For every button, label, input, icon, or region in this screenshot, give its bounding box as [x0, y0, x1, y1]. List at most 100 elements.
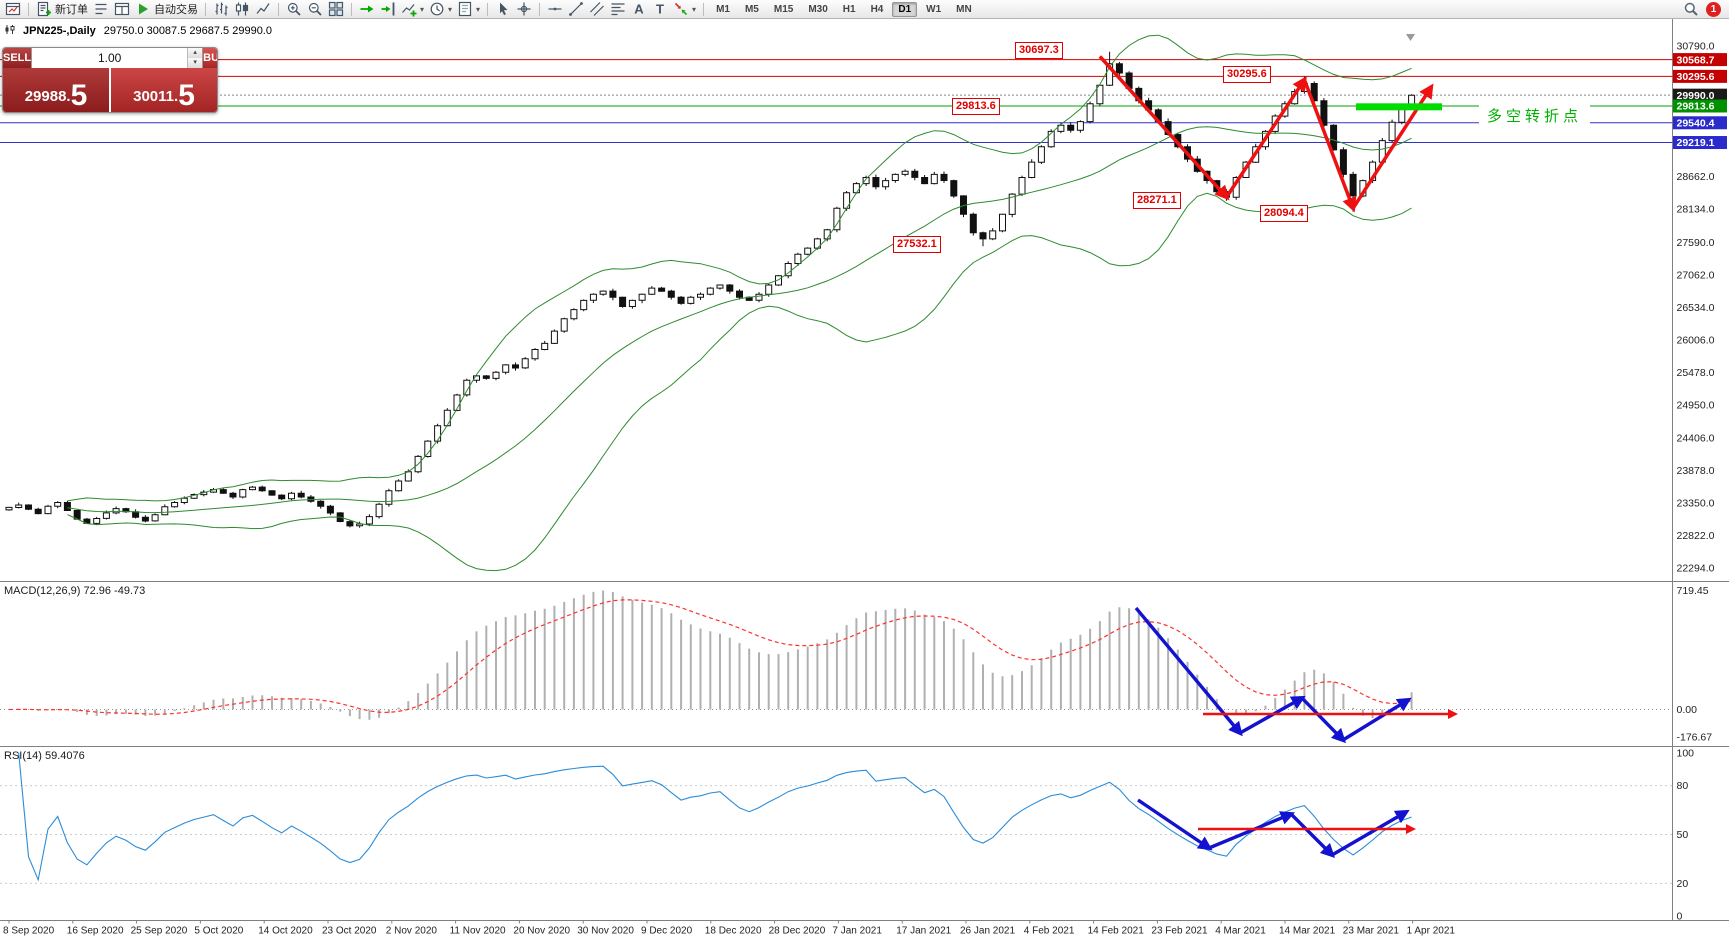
toolbar-separator [205, 2, 206, 16]
zoom-out-icon[interactable] [305, 1, 325, 18]
toolbar-separator [278, 2, 279, 16]
horizontal-line-icon[interactable] [545, 1, 565, 18]
price-annotation: 28271.1 [1133, 192, 1181, 209]
svg-text:23878.0: 23878.0 [1677, 465, 1715, 477]
macd-axis: 719.45 0.00 -176.67 [1677, 585, 1713, 744]
bollinger-upper-band [67, 34, 1412, 502]
arrows-icon[interactable]: ▾ [671, 1, 698, 18]
timeframe-m30[interactable]: M30 [808, 3, 828, 15]
price-annotation: 28094.4 [1260, 205, 1308, 222]
svg-text:80: 80 [1677, 780, 1689, 792]
price-tag: 29813.6 [1673, 99, 1727, 113]
notification-badge[interactable]: 1 [1706, 1, 1721, 17]
toolbar: 新订单 自动交易 ▾ ▾ ▾ A T ▾ M1 M5 M15 M30 H1 H4 D1 W1 MN 1 [0, 0, 1729, 19]
svg-text:25478.0: 25478.0 [1677, 367, 1715, 379]
bear-candles [25, 63, 1357, 527]
timeframe-w1[interactable]: W1 [926, 3, 942, 15]
svg-text:14 Feb 2021: 14 Feb 2021 [1088, 926, 1145, 937]
timeframe-m1[interactable]: M1 [716, 3, 730, 15]
svg-text:23 Feb 2021: 23 Feb 2021 [1151, 926, 1208, 937]
volume-spin[interactable]: ▴ ▾ [187, 48, 203, 68]
svg-text:30568.7: 30568.7 [1677, 54, 1715, 66]
price-tag: 29990.0 [1673, 88, 1727, 102]
arrows-caret-icon[interactable]: ▾ [692, 4, 697, 14]
svg-text:4 Mar 2021: 4 Mar 2021 [1215, 926, 1266, 937]
svg-text:9 Dec 2020: 9 Dec 2020 [641, 926, 693, 937]
new-chart-icon[interactable] [3, 1, 23, 18]
timeframe-h4[interactable]: H4 [870, 3, 884, 15]
svg-text:26534.0: 26534.0 [1677, 302, 1715, 314]
data-window-icon[interactable] [112, 1, 132, 18]
market-watch-icon[interactable] [91, 1, 111, 18]
sell-button[interactable]: SELL [3, 48, 32, 68]
volume-up-icon[interactable]: ▴ [188, 48, 203, 58]
trendline-icon[interactable] [566, 1, 586, 18]
buy-button[interactable]: BUY [203, 48, 217, 68]
volume-down-icon[interactable]: ▾ [188, 58, 203, 68]
sell-price[interactable]: 29988. 5 [3, 68, 109, 112]
svg-text:14 Mar 2021: 14 Mar 2021 [1279, 926, 1336, 937]
text-label-icon[interactable]: T [650, 1, 670, 18]
timeframe-mn[interactable]: MN [956, 3, 972, 15]
search-icon[interactable] [1681, 1, 1701, 18]
tile-windows-icon[interactable] [326, 1, 346, 18]
chart-shift-marker[interactable] [1406, 34, 1415, 41]
support-zone-bar [1356, 103, 1442, 111]
svg-text:50: 50 [1677, 829, 1689, 841]
svg-text:27590.0: 27590.0 [1677, 237, 1715, 249]
timeframe-d1[interactable]: D1 [892, 1, 918, 17]
svg-text:T: T [656, 2, 664, 17]
timeframe-h1[interactable]: H1 [842, 3, 856, 15]
crosshair-icon[interactable] [514, 1, 534, 18]
candle-wicks [8, 51, 1413, 528]
chart-shift-icon[interactable] [378, 1, 398, 18]
svg-text:24950.0: 24950.0 [1677, 399, 1715, 411]
fibonacci-icon[interactable] [608, 1, 628, 18]
volume-input[interactable] [32, 48, 188, 68]
auto-trading-icon[interactable]: 自动交易 [133, 1, 200, 18]
svg-text:14 Oct 2020: 14 Oct 2020 [258, 926, 313, 937]
indicators-icon[interactable]: ▾ [399, 1, 426, 18]
timeframe-m5[interactable]: M5 [744, 3, 759, 15]
ohlc-values: 29750.0 30087.5 29687.5 29990.0 [103, 25, 272, 37]
periods-icon[interactable]: ▾ [427, 1, 454, 18]
svg-text:23 Oct 2020: 23 Oct 2020 [322, 926, 377, 937]
zoom-in-icon[interactable] [284, 1, 304, 18]
svg-text:26006.0: 26006.0 [1677, 334, 1715, 346]
bar-chart-icon[interactable] [211, 1, 231, 18]
svg-text:30790.0: 30790.0 [1677, 41, 1715, 53]
indicators-caret-icon[interactable]: ▾ [420, 4, 425, 14]
svg-text:28 Dec 2020: 28 Dec 2020 [769, 926, 826, 937]
price-tag: 29540.4 [1673, 116, 1727, 129]
volume-stepper[interactable]: ▴▾ [31, 48, 204, 68]
text-icon[interactable]: A [629, 1, 649, 18]
svg-text:18 Dec 2020: 18 Dec 2020 [705, 926, 762, 937]
new-order-icon[interactable]: 新订单 [34, 1, 90, 18]
cursor-icon[interactable] [493, 1, 513, 18]
svg-text:27062.0: 27062.0 [1677, 270, 1715, 282]
svg-text:20: 20 [1677, 878, 1689, 890]
svg-text:1 Apr 2021: 1 Apr 2021 [1407, 926, 1456, 937]
candlestick-chart-icon[interactable] [232, 1, 252, 18]
periods-caret-icon[interactable]: ▾ [448, 4, 453, 14]
price-tag: 29219.1 [1673, 136, 1727, 149]
toolbar-separator [28, 2, 29, 16]
svg-text:29813.6: 29813.6 [1677, 101, 1715, 113]
new-order-label: 新订单 [55, 4, 88, 16]
svg-text:11 Nov 2020: 11 Nov 2020 [450, 926, 506, 937]
trade-panel-controls: SELL ▴▾ BUY [3, 48, 217, 68]
price-tag: 30295.6 [1673, 69, 1727, 83]
equidistant-channel-icon[interactable] [587, 1, 607, 18]
templates-icon[interactable]: ▾ [455, 1, 482, 18]
price-annotation: 29813.6 [952, 98, 1000, 115]
buy-price[interactable]: 30011. 5 [111, 68, 217, 112]
toolbar-right: 1 [1681, 1, 1726, 18]
rsi-label: RSI(14) 59.4076 [4, 750, 85, 762]
line-chart-icon[interactable] [253, 1, 273, 18]
price-annotation: 30295.6 [1223, 66, 1271, 83]
auto-scroll-icon[interactable] [357, 1, 377, 18]
rsi-blue-arrows [1137, 798, 1410, 859]
svg-text:29219.1: 29219.1 [1677, 137, 1715, 149]
templates-caret-icon[interactable]: ▾ [476, 4, 481, 14]
timeframe-m15[interactable]: M15 [773, 3, 794, 15]
